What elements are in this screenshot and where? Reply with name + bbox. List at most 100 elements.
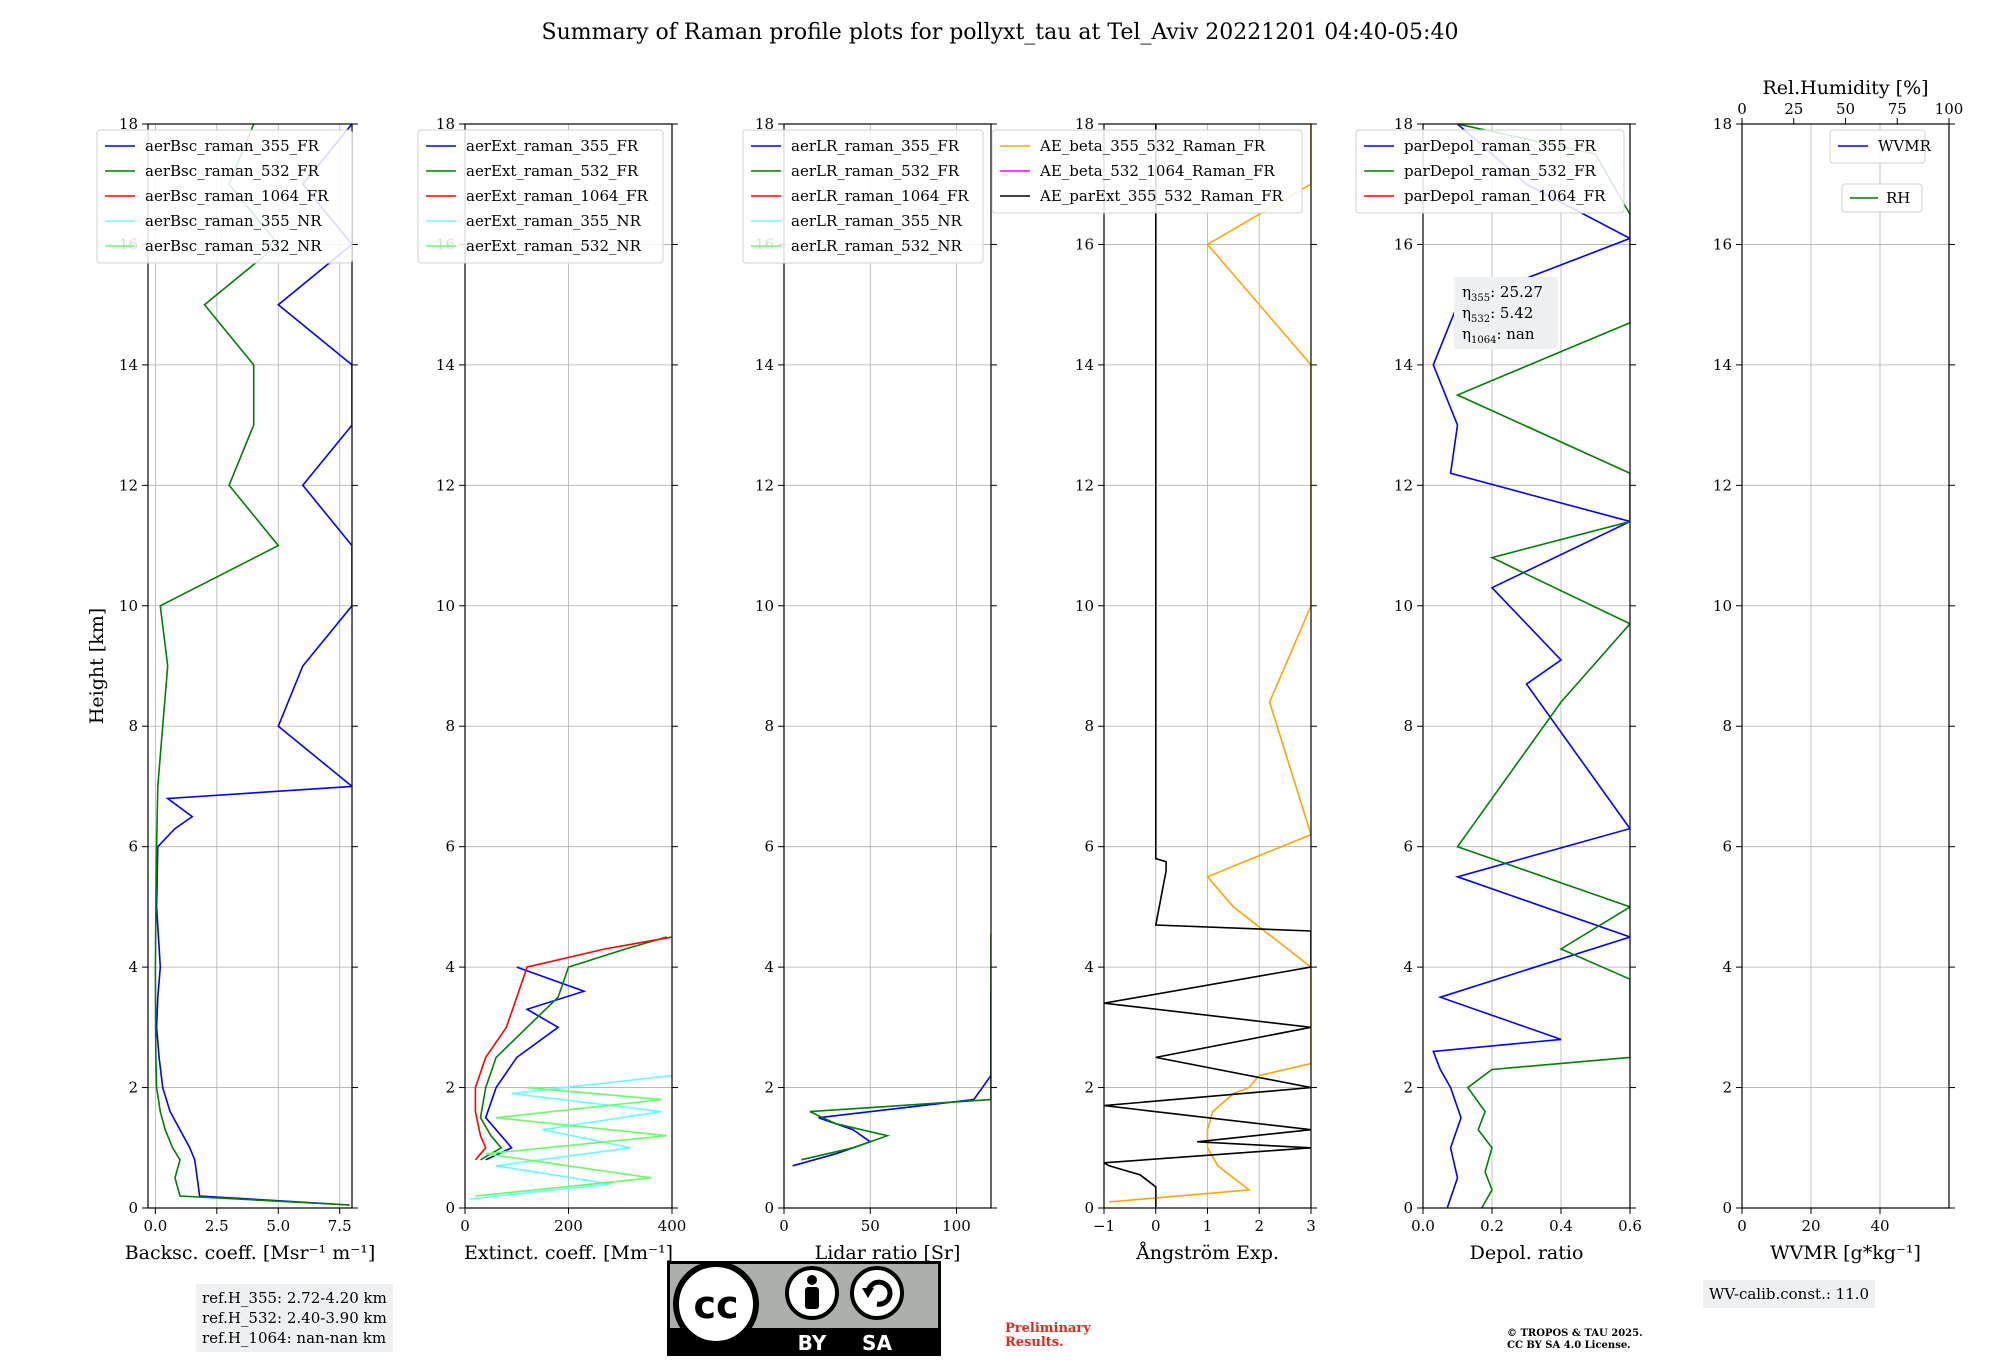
x-axis-label: Depol. ratio bbox=[1470, 1242, 1584, 1264]
legend2-box bbox=[1841, 183, 1923, 213]
y-tick-label: 6 bbox=[1722, 838, 1732, 856]
legend2-label: RH bbox=[1886, 189, 1910, 207]
x-tick-label: 0.0 bbox=[143, 1217, 167, 1235]
y-tick-label: 8 bbox=[1403, 717, 1413, 735]
y-tick-label: 2 bbox=[445, 1079, 455, 1097]
y-tick-label: 10 bbox=[436, 597, 455, 615]
y-tick-label: 14 bbox=[1075, 356, 1094, 374]
legend-label: aerBsc_raman_355_NR bbox=[145, 212, 322, 230]
y-tick-label: 18 bbox=[436, 115, 455, 133]
y-tick-label: 8 bbox=[1084, 717, 1094, 735]
y-tick-label: 18 bbox=[119, 115, 138, 133]
panel-extinction: 0246810121416180200400Extinct. coeff. [M… bbox=[417, 115, 687, 1264]
series-parDepol_raman_355_FR bbox=[1432, 124, 1630, 1208]
preliminary-line1: Preliminary bbox=[1005, 1321, 1091, 1336]
legend-label: aerLR_raman_355_FR bbox=[791, 137, 960, 155]
x-tick-label: 7.5 bbox=[328, 1217, 352, 1235]
y-tick-label: 10 bbox=[1394, 597, 1413, 615]
y-tick-label: 16 bbox=[1394, 235, 1413, 253]
y-tick-label: 10 bbox=[1075, 597, 1094, 615]
reference-height-box: ref.H_355: 2.72-4.20 km ref.H_532: 2.40-… bbox=[196, 1284, 393, 1352]
series-aerLR_raman_532_FR bbox=[801, 934, 991, 1161]
panel-lidar_ratio: 024681012141618050100Lidar ratio [Sr]aer… bbox=[742, 115, 997, 1264]
series-aerBsc_raman_532_FR bbox=[154, 124, 350, 1206]
copyright-line2: CC BY SA 4.0 License. bbox=[1507, 1340, 1631, 1351]
legend: parDepol_raman_355_FR parDepol_raman_532_… bbox=[1355, 129, 1625, 214]
y-tick-label: 4 bbox=[128, 958, 138, 976]
x-axis-label: WVMR [g*kg⁻¹] bbox=[1770, 1242, 1921, 1264]
legend-label: parDepol_raman_355_FR bbox=[1404, 137, 1597, 155]
legend-label: WVMR bbox=[1878, 137, 1932, 155]
ref-height-532: ref.H_532: 2.40-3.90 km bbox=[202, 1309, 387, 1327]
y-tick-label: 10 bbox=[755, 597, 774, 615]
ref-height-1064: ref.H_1064: nan-nan km bbox=[202, 1329, 387, 1347]
y-tick-label: 18 bbox=[755, 115, 774, 133]
copyright-line1: © TROPOS & TAU 2025. bbox=[1507, 1328, 1643, 1339]
legend-label: aerExt_raman_355_FR bbox=[466, 137, 639, 155]
x-tick-label: 0.4 bbox=[1549, 1217, 1573, 1235]
sa-label: SA bbox=[862, 1331, 892, 1355]
legend-label: AE_beta_355_532_Raman_FR bbox=[1039, 137, 1266, 155]
sa-arrow-arc bbox=[865, 1279, 893, 1307]
legend-label: aerLR_raman_532_FR bbox=[791, 162, 960, 180]
x-tick-label: 5.0 bbox=[266, 1217, 290, 1235]
y-tick-label: 14 bbox=[1394, 356, 1413, 374]
eta-label: η532: 5.42 bbox=[1462, 304, 1533, 325]
legend-label: parDepol_raman_532_FR bbox=[1404, 162, 1597, 180]
x-tick-label: 100 bbox=[942, 1217, 971, 1235]
x-tick-label: 2 bbox=[1254, 1217, 1264, 1235]
legend: AE_beta_355_532_Raman_FR AE_beta_532_1064… bbox=[991, 129, 1303, 214]
top-x-tick-label: 100 bbox=[1935, 100, 1964, 118]
x-tick-label: 400 bbox=[658, 1217, 687, 1235]
legend-box bbox=[991, 129, 1303, 214]
x-tick-label: 0 bbox=[779, 1217, 789, 1235]
y-axis-label: Height [km] bbox=[86, 608, 108, 724]
legend-box bbox=[417, 129, 664, 264]
y-tick-label: 2 bbox=[1722, 1079, 1732, 1097]
x-axis-label: Backsc. coeff. [Msr⁻¹ m⁻¹] bbox=[125, 1242, 376, 1264]
legend-label: parDepol_raman_1064_FR bbox=[1404, 187, 1606, 205]
preliminary-note: Preliminary Results. bbox=[1005, 1322, 1091, 1350]
top-x-tick-label: 0 bbox=[1737, 100, 1747, 118]
legend-label: aerBsc_raman_532_FR bbox=[145, 162, 320, 180]
legend-box bbox=[96, 129, 353, 264]
y-tick-label: 0 bbox=[128, 1199, 138, 1217]
series-aerExt_raman_355_NR bbox=[470, 1074, 672, 1200]
top-x-axis-label: Rel.Humidity [%] bbox=[1762, 77, 1928, 99]
y-tick-label: 14 bbox=[119, 356, 138, 374]
legend-label: AE_parExt_355_532_Raman_FR bbox=[1039, 187, 1284, 205]
by-person-head bbox=[807, 1275, 817, 1285]
y-tick-label: 16 bbox=[1713, 235, 1732, 253]
y-tick-label: 2 bbox=[1403, 1079, 1413, 1097]
legend: aerBsc_raman_355_FR aerBsc_raman_532_FRae… bbox=[96, 129, 353, 264]
legend-label: aerBsc_raman_1064_FR bbox=[145, 187, 329, 205]
eta-label: η1064: nan bbox=[1462, 325, 1535, 346]
x-tick-label: 0 bbox=[460, 1217, 470, 1235]
y-tick-label: 4 bbox=[1084, 958, 1094, 976]
legend-label: aerLR_raman_355_NR bbox=[791, 212, 962, 230]
preliminary-line2: Results. bbox=[1005, 1335, 1064, 1350]
wv-calib-const: WV-calib.const.: 11.0 bbox=[1709, 1285, 1870, 1303]
y-tick-label: 0 bbox=[1403, 1199, 1413, 1217]
series-aerExt_raman_355_FR bbox=[484, 966, 587, 1161]
legend-box bbox=[742, 129, 984, 264]
cc-icon-text: cc bbox=[693, 1283, 738, 1327]
y-tick-label: 6 bbox=[1084, 838, 1094, 856]
x-tick-label: 200 bbox=[554, 1217, 583, 1235]
sa-share-icon bbox=[850, 1266, 904, 1320]
y-tick-label: 2 bbox=[128, 1079, 138, 1097]
cc-by-sa-badge: cc BY SA bbox=[667, 1261, 941, 1356]
legend: aerExt_raman_355_FR aerExt_raman_532_FRae… bbox=[417, 129, 664, 264]
x-axis-label: Lidar ratio [Sr] bbox=[815, 1242, 961, 1264]
x-tick-label: 3 bbox=[1306, 1217, 1316, 1235]
y-tick-label: 8 bbox=[445, 717, 455, 735]
legend-box bbox=[1829, 129, 1926, 164]
y-tick-label: 6 bbox=[1403, 838, 1413, 856]
y-tick-label: 12 bbox=[1394, 476, 1413, 494]
x-tick-label: 0 bbox=[1151, 1217, 1161, 1235]
y-tick-label: 18 bbox=[1394, 115, 1413, 133]
eta-label: η355: 25.27 bbox=[1462, 283, 1543, 304]
